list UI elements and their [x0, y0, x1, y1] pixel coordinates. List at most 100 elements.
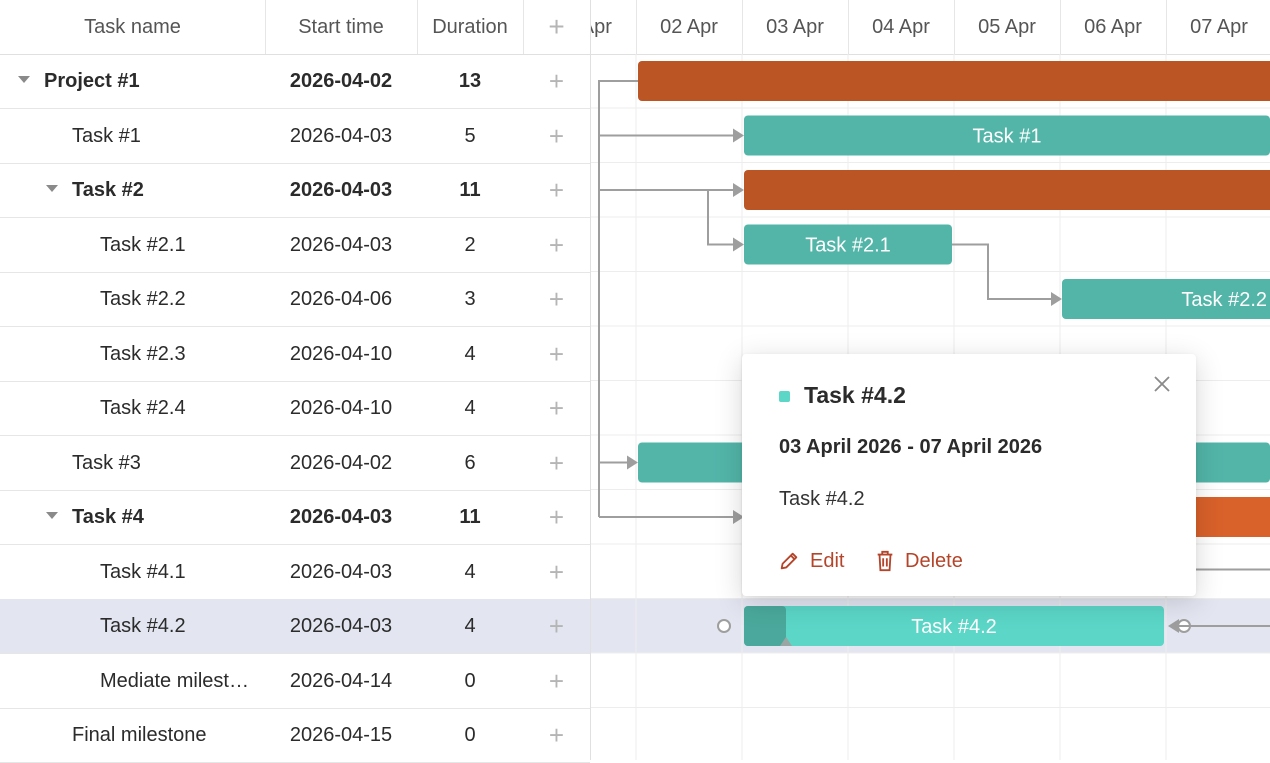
- start-time-cell: 2026-04-03: [289, 233, 393, 256]
- duration-cell: 3: [464, 288, 476, 310]
- duration-cell: 0: [464, 724, 476, 746]
- link-start-handle[interactable]: [717, 619, 731, 633]
- scale-day-cell: 05 Apr: [954, 0, 1061, 54]
- task-name-cell: Mediate milestone: [0, 654, 251, 708]
- add-subtask-button[interactable]: +: [548, 611, 565, 641]
- close-icon[interactable]: [1150, 372, 1174, 396]
- task-progress-fill: [744, 606, 786, 646]
- add-subtask-button[interactable]: +: [548, 66, 565, 96]
- project-bar[interactable]: [638, 61, 1270, 101]
- task-bar-label: Task #1: [973, 126, 1042, 148]
- add-subtask-button[interactable]: +: [548, 393, 565, 423]
- task-name-cell: Task #2.4: [0, 381, 251, 435]
- task-name-cell: Task #4.2: [0, 599, 251, 653]
- delete-button-label: Delete: [905, 549, 963, 572]
- table-row[interactable]: Task #2.3 2026-04-10 4 +: [0, 327, 590, 382]
- start-time-cell: 2026-04-14: [289, 669, 393, 692]
- table-row[interactable]: Mediate milestone 2026-04-14 0 +: [0, 654, 590, 709]
- table-row[interactable]: Task #2 2026-04-03 11 +: [0, 163, 590, 218]
- task-name-cell: Task #4: [0, 490, 251, 544]
- start-time-cell: 2026-04-02: [289, 451, 393, 474]
- add-subtask-button[interactable]: +: [548, 556, 565, 587]
- caret-down-icon[interactable]: [46, 512, 58, 520]
- task-color-dot: [779, 391, 790, 402]
- add-subtask-button[interactable]: +: [548, 284, 565, 314]
- link-arrow-icon: [1168, 619, 1179, 633]
- task-name-text: Task #4.1: [100, 560, 186, 583]
- task-name-cell: Task #4.1: [0, 545, 251, 599]
- add-subtask-button[interactable]: +: [548, 120, 565, 151]
- scale-day-cell: 04 Apr: [848, 0, 955, 54]
- dependency-link[interactable]: [707, 190, 742, 246]
- table-row[interactable]: Final milestone 2026-04-15 0 +: [0, 708, 590, 763]
- add-subtask-button[interactable]: +: [548, 229, 565, 260]
- add-subtask-button[interactable]: +: [548, 502, 565, 532]
- add-subtask-button[interactable]: +: [548, 665, 565, 696]
- task-name-cell: Task #2.2: [0, 272, 251, 326]
- column-header-task-name[interactable]: Task name: [0, 0, 266, 54]
- edit-button[interactable]: Edit: [778, 547, 844, 575]
- progress-drag-handle[interactable]: [780, 637, 792, 646]
- task-name-cell: Task #2: [0, 163, 251, 217]
- add-subtask-button[interactable]: +: [548, 447, 565, 478]
- duration-cell: 2: [464, 233, 476, 256]
- duration-cell: 0: [464, 669, 476, 692]
- link-arrow-icon: [733, 183, 744, 197]
- quick-info-dates: 03 April 2026 - 07 April 2026: [779, 436, 1043, 458]
- table-row[interactable]: Task #2.1 2026-04-03 2 +: [0, 218, 590, 273]
- column-header-duration[interactable]: Duration: [417, 0, 524, 54]
- edit-button-label: Edit: [810, 549, 845, 572]
- task-bar[interactable]: [744, 224, 952, 265]
- task-name-text: Project #1: [44, 70, 140, 92]
- task-name-text: Task #3: [72, 451, 141, 474]
- column-header-start-time[interactable]: Start time: [265, 0, 418, 54]
- start-time-cell: 2026-04-15: [289, 724, 393, 746]
- delete-button[interactable]: Delete: [875, 547, 963, 575]
- task-name-text: Task #2.3: [100, 342, 186, 365]
- duration-cell: 11: [459, 506, 481, 528]
- task-name-text: Task #4: [72, 506, 144, 528]
- add-subtask-button[interactable]: +: [548, 720, 565, 750]
- task-bar[interactable]: [744, 606, 1164, 646]
- task-bar[interactable]: [1062, 279, 1270, 319]
- table-row[interactable]: Task #2.4 2026-04-10 4 +: [0, 381, 590, 436]
- add-subtask-button[interactable]: +: [548, 175, 565, 205]
- table-row[interactable]: Task #4 2026-04-03 11 +: [0, 490, 590, 545]
- task-bar[interactable]: [744, 115, 1270, 156]
- link-arrow-icon: [733, 128, 744, 143]
- caret-down-icon[interactable]: [18, 76, 30, 84]
- pencil-icon: [780, 552, 798, 570]
- task-name-cell: Task #3: [0, 436, 251, 490]
- table-row[interactable]: Task #3 2026-04-02 6 +: [0, 436, 590, 491]
- dependency-link[interactable]: [598, 80, 638, 517]
- table-row[interactable]: Task #4.2 2026-04-03 4 +: [0, 599, 590, 654]
- table-row[interactable]: Project #1 2026-04-02 13 +: [0, 54, 590, 109]
- task-bar-label: Task #2.1: [805, 235, 891, 257]
- dependency-link[interactable]: [952, 243, 1060, 300]
- scale-day-cell: 07 Apr: [1166, 0, 1270, 54]
- add-subtask-button[interactable]: +: [548, 338, 565, 369]
- add-task-header-button[interactable]: +: [548, 11, 565, 42]
- link-arrow-icon: [733, 237, 744, 252]
- quick-info-title: Task #4.2: [804, 382, 906, 408]
- project-bar[interactable]: [744, 170, 1270, 210]
- duration-cell: 4: [464, 615, 476, 637]
- task-name-cell: Task #1: [0, 109, 251, 163]
- scale-day-cell: 06 Apr: [1060, 0, 1167, 54]
- table-row[interactable]: Task #2.2 2026-04-06 3 +: [0, 272, 590, 327]
- quick-info-description: Task #4.2: [779, 488, 865, 510]
- start-time-cell: 2026-04-06: [289, 288, 393, 310]
- table-row[interactable]: Task #4.1 2026-04-03 4 +: [0, 545, 590, 600]
- duration-cell: 6: [464, 451, 476, 474]
- scale-day-cell: 02 Apr: [636, 0, 743, 54]
- task-name-cell: Final milestone: [0, 708, 251, 762]
- task-name-text: Task #2.1: [100, 233, 186, 256]
- grid-header: Task name Start time Duration +: [0, 0, 590, 55]
- task-name-text: Task #2.4: [100, 397, 186, 419]
- scale-day-cell: 01 Apr: [591, 0, 637, 54]
- duration-cell: 4: [464, 560, 476, 583]
- table-row[interactable]: Task #1 2026-04-03 5 +: [0, 109, 590, 164]
- caret-down-icon[interactable]: [46, 185, 58, 193]
